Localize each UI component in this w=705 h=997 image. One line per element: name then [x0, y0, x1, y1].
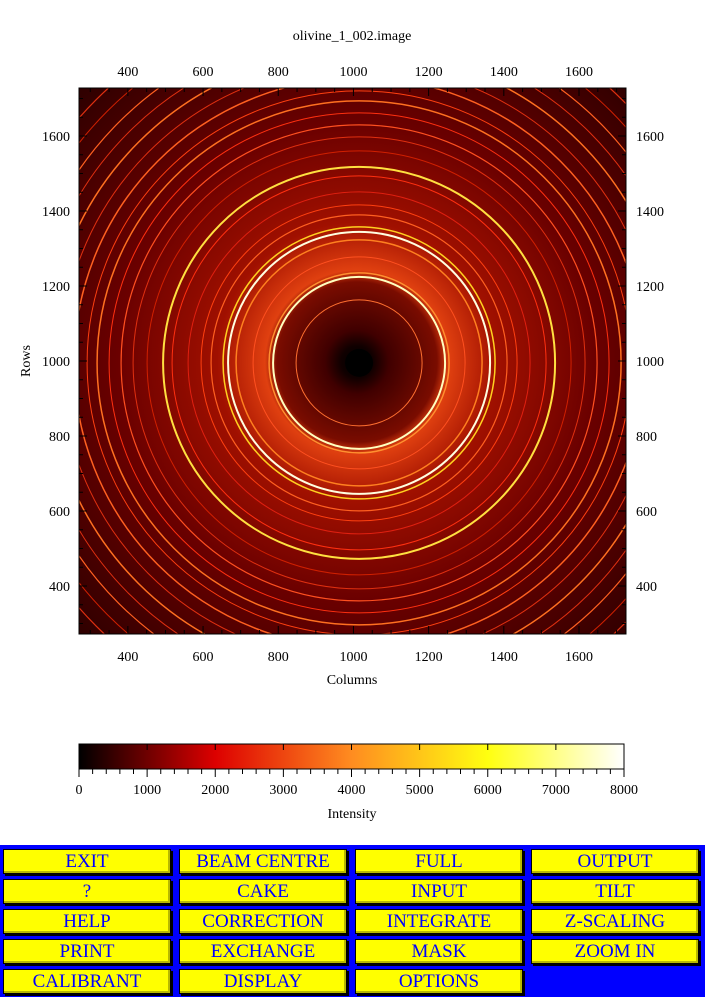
y-tick-label: 1200 [42, 280, 70, 295]
exit-button[interactable]: EXIT [3, 849, 171, 874]
y-tick-label: 600 [49, 505, 70, 520]
diffraction-ring [227, 230, 492, 495]
diffraction-ring [86, 90, 626, 634]
button-panel: EXIT BEAM CENTRE FULL OUTPUT? CAKE INPUT TILT H… [0, 845, 705, 997]
x-tick-label: 600 [193, 650, 214, 665]
correction-button[interactable]: CORRECTION [179, 909, 347, 934]
output-button[interactable]: OUTPUT [531, 849, 699, 874]
colorbar-tick-label: 7000 [542, 783, 570, 798]
diffraction-ring [222, 226, 496, 500]
beam-stop [345, 348, 374, 377]
y-tick-label: 1400 [636, 205, 664, 220]
y-axis-label: Rows [19, 345, 34, 377]
diffraction-ring [146, 150, 572, 576]
tilt-button[interactable]: TILT [531, 879, 699, 904]
diffraction-ring [162, 165, 557, 560]
colorbar-tick-label: 6000 [474, 783, 502, 798]
diffraction-ring [210, 214, 508, 512]
x-tick-label: 1400 [490, 65, 518, 80]
input-button[interactable]: INPUT [355, 879, 523, 904]
diffraction-ring [252, 256, 466, 470]
x-tick-label: 400 [117, 65, 138, 80]
x-tick-label: 800 [268, 65, 289, 80]
diffraction-ring [187, 191, 531, 535]
y-tick-label: 800 [636, 430, 657, 445]
x-tick-label: 1000 [339, 650, 367, 665]
colorbar-tick-label: 5000 [406, 783, 434, 798]
y-tick-label: 1600 [636, 130, 664, 145]
x-tick-label: 1400 [490, 650, 518, 665]
y-tick-label: 800 [49, 430, 70, 445]
beam-centre-button[interactable]: BEAM CENTRE [179, 849, 347, 874]
diffraction-plot: olivine_1_002.image 400 400 600 600 800 800 10… [19, 29, 664, 822]
x-axis-label: Columns [327, 673, 378, 688]
diffraction-ring [268, 272, 450, 454]
y-tick-label: 400 [49, 580, 70, 595]
x-tick-label: 400 [117, 650, 138, 665]
x-tick-label: 1000 [339, 65, 367, 80]
x-tick-label: 1600 [565, 65, 593, 80]
diffraction-ring [295, 299, 423, 427]
zoom-in-button[interactable]: ZOOM IN [531, 939, 699, 964]
print-button[interactable]: PRINT [3, 939, 171, 964]
x-tick-label: 1600 [565, 650, 593, 665]
y-tick-label: 1200 [636, 280, 664, 295]
colorbar-tick-label: 1000 [133, 783, 161, 798]
diffraction-ring [120, 124, 598, 602]
options-button[interactable]: OPTIONS [355, 969, 523, 994]
help-button[interactable]: HELP [3, 909, 171, 934]
diffraction-ring [108, 112, 610, 614]
diffraction-ring [200, 204, 518, 522]
z-scaling-button[interactable]: Z-SCALING [531, 909, 699, 934]
full-button[interactable]: FULL [355, 849, 523, 874]
diffraction-ring [235, 239, 483, 487]
calibrant-button[interactable]: CALIBRANT [3, 969, 171, 994]
colorbar-tick-label: 2000 [201, 783, 229, 798]
exchange-button[interactable]: EXCHANGE [179, 939, 347, 964]
diffraction-ring [272, 275, 447, 450]
y-tick-label: 400 [636, 580, 657, 595]
y-tick-label: 1600 [42, 130, 70, 145]
diffraction-ring [132, 136, 586, 590]
colorbar-tick-label: 3000 [269, 783, 297, 798]
y-tick-label: 1000 [42, 355, 70, 370]
y-tick-label: 1000 [636, 355, 664, 370]
y-tick-label: 600 [636, 505, 657, 520]
image-title: olivine_1_002.image [293, 29, 412, 44]
diffraction-image [79, 88, 626, 634]
colorbar-tick-label: 0 [76, 783, 83, 798]
diffraction-ring [171, 175, 547, 551]
colorbar-tick-label: 8000 [610, 783, 638, 798]
mask-button[interactable]: MASK [355, 939, 523, 964]
x-tick-label: 1200 [415, 65, 443, 80]
display-button[interactable]: DISPLAY [179, 969, 347, 994]
integrate-button[interactable]: INTEGRATE [355, 909, 523, 934]
diffraction-ring [96, 100, 622, 626]
colorbar-label: Intensity [328, 807, 377, 822]
y-tick-label: 1400 [42, 205, 70, 220]
cake-button[interactable]: CAKE [179, 879, 347, 904]
x-tick-label: 600 [193, 65, 214, 80]
question-button[interactable]: ? [3, 879, 171, 904]
x-tick-label: 1200 [415, 650, 443, 665]
colorbar-tick-label: 4000 [338, 783, 366, 798]
x-tick-label: 800 [268, 650, 289, 665]
